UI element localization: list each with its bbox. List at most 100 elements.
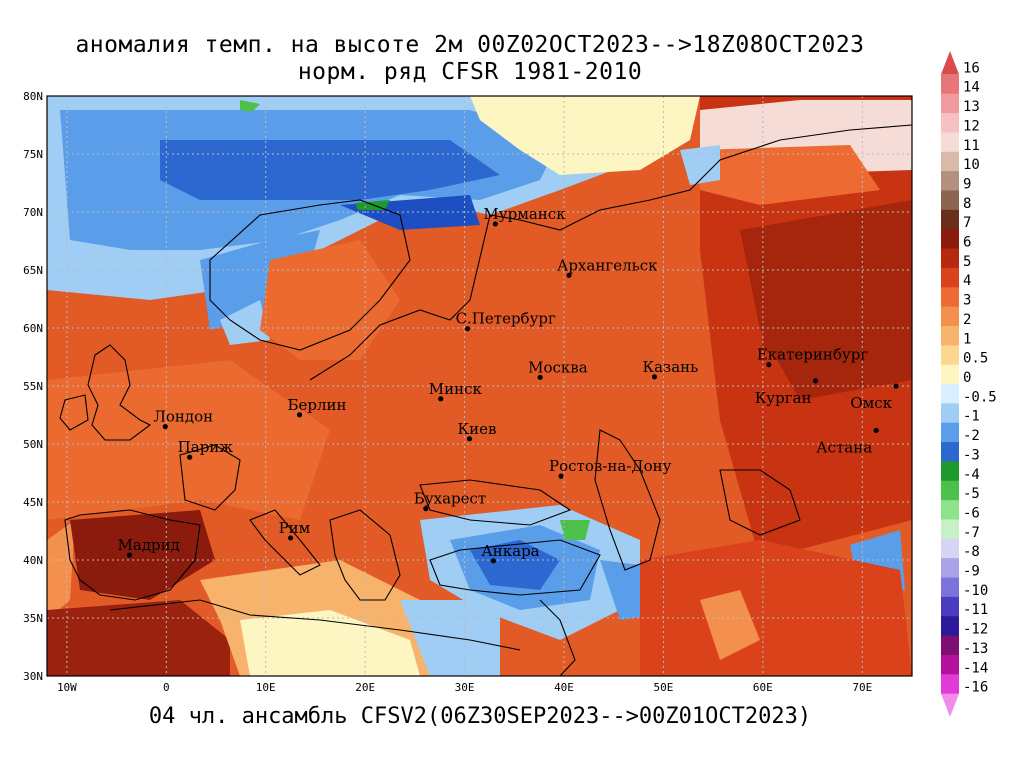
lat-label-80N: 80N — [23, 90, 43, 103]
colorbar-level-label: -16 — [963, 680, 988, 696]
city-dot — [812, 378, 819, 384]
latitude-tick-labels: 30N 35N 40N 45N 50N 55N 60N 65N 70N 75N 80N — [23, 90, 43, 683]
colorbar-swatch — [941, 171, 959, 191]
city-dot — [438, 396, 444, 402]
lon-label-10E: 10E — [256, 681, 276, 694]
colorbar-level-label: -7 — [963, 525, 980, 541]
lat-label-50N: 50N — [23, 438, 43, 451]
lat-label-45N: 45N — [23, 496, 43, 509]
city-dot — [126, 552, 133, 558]
colorbar-level-label: 1 — [963, 331, 971, 347]
colorbar-level-label: 3 — [963, 293, 971, 309]
colorbar-swatch — [941, 93, 959, 114]
city-label: Омск — [850, 394, 892, 412]
colorbar-level-label: 13 — [963, 99, 980, 115]
colorbar-level-label: -4 — [963, 467, 980, 483]
colorbar-swatch — [941, 248, 959, 269]
colorbar-level-label: 7 — [963, 215, 971, 231]
colorbar-level-label: -2 — [963, 428, 980, 444]
city-label: Москва — [528, 358, 588, 376]
lon-label-50E: 50E — [653, 681, 673, 694]
colorbar-level-label: -9 — [963, 564, 980, 580]
city-dot — [296, 412, 303, 418]
city-label: Казань — [642, 358, 698, 376]
colorbar-swatch — [941, 538, 959, 559]
colorbar-swatch — [941, 345, 959, 366]
city-label: Париж — [178, 438, 234, 456]
city-dot — [566, 272, 572, 278]
city-label: Анкара — [481, 542, 539, 560]
colorbar-swatch — [941, 113, 959, 133]
colorbar-swatch — [941, 461, 959, 482]
city-label: Мурманск — [483, 205, 566, 223]
lat-label-40N: 40N — [23, 554, 43, 567]
colorbar-swatch — [941, 74, 959, 95]
colorbar-swatch — [941, 577, 959, 598]
city-dot — [490, 558, 497, 564]
colorbar-swatch — [941, 151, 959, 172]
colorbar-swatches — [941, 51, 959, 717]
longitude-tick-labels: 10W 0 10E 20E 30E 40E 50E 60E 70E — [57, 681, 872, 694]
colorbar-swatch — [941, 306, 959, 327]
colorbar-level-label: -3 — [963, 447, 980, 463]
colorbar-level-label: -5 — [963, 486, 980, 502]
city-label: Бухарест — [414, 490, 486, 508]
colorbar-swatch — [941, 596, 959, 617]
colorbar-swatch — [941, 384, 959, 404]
lat-label-55N: 55N — [23, 380, 43, 393]
city-label: Ростов-на-Дону — [549, 457, 672, 475]
city-label: Минск — [429, 380, 483, 398]
colorbar-swatch — [941, 190, 959, 211]
colorbar-level-label: -10 — [963, 583, 988, 599]
lon-label-20E: 20E — [355, 681, 375, 694]
colorbar-level-label: -12 — [963, 622, 988, 638]
colorbar-level-label: 16 — [963, 60, 980, 76]
city-label: Архангельск — [557, 256, 658, 274]
colorbar-swatch — [941, 635, 959, 656]
colorbar-level-label: 2 — [963, 312, 971, 328]
colorbar-level-label: 8 — [963, 196, 971, 212]
city-dot — [766, 362, 772, 368]
lat-label-35N: 35N — [23, 612, 43, 625]
city-dot — [537, 374, 543, 380]
lat-label-70N: 70N — [23, 206, 43, 219]
city-dot — [558, 473, 564, 479]
colorbar-swatch — [941, 616, 959, 637]
lon-label-40E: 40E — [554, 681, 574, 694]
lat-label-75N: 75N — [23, 148, 43, 161]
colorbar-level-label: 0.5 — [963, 351, 988, 367]
colorbar-swatch — [941, 51, 959, 75]
lon-label-30E: 30E — [455, 681, 475, 694]
lon-label-0: 0 — [163, 681, 170, 694]
city-dot — [162, 424, 168, 430]
colorbar-level-label: 4 — [963, 273, 971, 289]
colorbar-swatch — [941, 693, 959, 717]
colorbar-swatch — [941, 674, 959, 695]
colorbar-swatch — [941, 364, 959, 385]
city-label: Рим — [279, 519, 311, 537]
colorbar-level-label: -1 — [963, 409, 980, 425]
colorbar-swatch — [941, 480, 959, 501]
graticule — [47, 96, 912, 676]
colorbar-level-label: 5 — [963, 254, 971, 270]
lat-label-65N: 65N — [23, 264, 43, 277]
colorbar-swatch — [941, 442, 959, 462]
lat-label-60N: 60N — [23, 322, 43, 335]
city-markers: Мурманск Архангельск С.Петербург Москва Каза… — [118, 205, 899, 564]
colorbar-swatch — [941, 654, 959, 675]
colorbar-swatch — [941, 267, 959, 288]
city-label: Курган — [755, 389, 812, 407]
colorbar-swatch — [941, 132, 959, 153]
colorbar-level-label: -6 — [963, 505, 980, 521]
colorbar-swatch — [941, 209, 959, 230]
colorbar-level-label: 12 — [963, 118, 980, 134]
city-label: Лондон — [153, 408, 213, 426]
colorbar-swatch — [941, 422, 959, 443]
colorbar-swatch — [941, 558, 959, 579]
city-label: С.Петербург — [456, 310, 556, 328]
ensemble-footer: 04 чл. ансамбль CFSV2(06Z30SEP2023-->00Z… — [148, 704, 812, 729]
lon-label-70E: 70E — [852, 681, 872, 694]
city-dot — [464, 326, 471, 332]
